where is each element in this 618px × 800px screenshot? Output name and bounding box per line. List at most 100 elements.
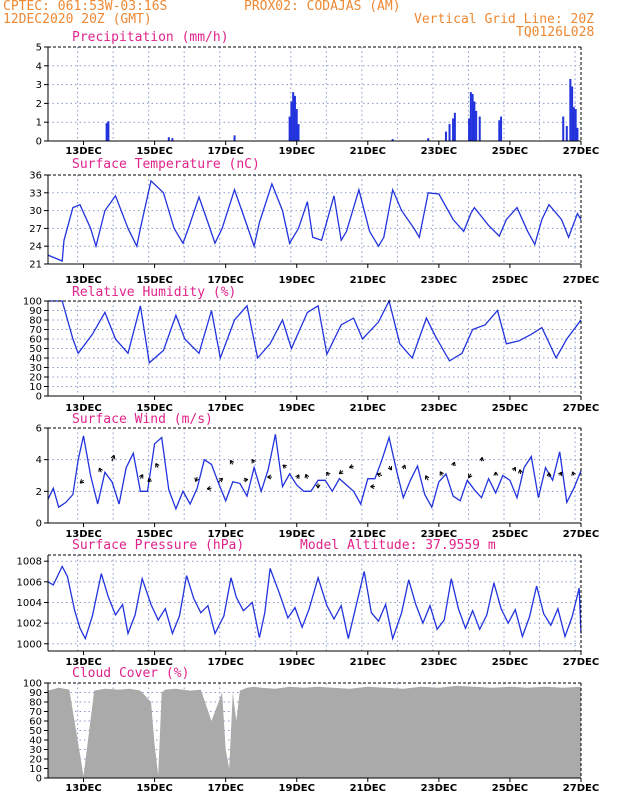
chart-5-ytick-label: 50 — [29, 726, 42, 737]
wind-arrow-head — [479, 457, 483, 461]
chart-2-xtick-label: 17DEC — [207, 403, 243, 414]
chart-0-xtick-label: 15DEC — [136, 146, 172, 157]
chart-4-series-line — [47, 564, 582, 642]
chart-3-xtick-label: 23DEC — [421, 529, 457, 540]
chart-3-xtick-label: 15DEC — [136, 529, 172, 540]
chart-5-xtick-label: 25DEC — [492, 783, 528, 794]
chart-4-ytick-label: 1002 — [17, 619, 42, 630]
chart-1-xtick-label: 27DEC — [563, 275, 599, 286]
chart-0-title: Precipitation (mm/h) — [72, 30, 229, 45]
chart-1-ytick-label: 33 — [29, 188, 42, 199]
wind-arrow-head — [282, 464, 287, 467]
precip-bar — [293, 95, 296, 141]
wind-arrow-head — [80, 481, 85, 484]
chart-5-ytick-label: 20 — [29, 755, 42, 766]
wind-arrow-head — [99, 467, 103, 471]
wind-arrow-head — [376, 473, 381, 478]
wind-arrow-head — [481, 457, 485, 462]
wind-arrow-head — [206, 488, 212, 491]
chart-3-ytick-label: 0 — [36, 519, 42, 530]
chart-1-xtick-label: 17DEC — [207, 275, 243, 286]
wind-arrow-head — [338, 469, 342, 474]
chart-2-ytick-label: 0 — [36, 392, 42, 403]
chart-1-title: Surface Temperature (nC) — [72, 157, 260, 172]
chart-4-xtick-label: 23DEC — [421, 657, 457, 668]
wind-arrow-head — [220, 478, 224, 483]
chart-3-series-line — [47, 434, 582, 511]
chart-4-xtick-label: 13DEC — [65, 657, 101, 668]
precip-bar — [576, 127, 579, 141]
precip-bar — [475, 110, 478, 141]
chart-2-ytick-label: 40 — [29, 354, 42, 365]
precip-bar — [468, 118, 471, 141]
wind-arrow-head — [468, 475, 473, 479]
wind-arrow-head — [572, 471, 576, 475]
wind-arrow-head — [206, 485, 211, 490]
chart-5-ytick-label: 80 — [29, 698, 42, 709]
wind-arrow-head — [147, 477, 150, 482]
wind-arrow-head — [339, 472, 344, 475]
chart-2-ytick-label: 90 — [29, 306, 42, 317]
wind-arrow-head — [147, 480, 152, 483]
wind-arrow-head — [557, 471, 562, 475]
precip-bar — [427, 138, 430, 141]
precip-bar — [288, 116, 291, 141]
wind-arrow-head — [218, 477, 223, 480]
chart-5-xtick-label: 13DEC — [65, 783, 101, 794]
chart-0-ytick-label: 4 — [36, 61, 42, 72]
chart-5-xtick-label: 23DEC — [421, 783, 457, 794]
wind-arrow-head — [326, 471, 331, 475]
wind-arrow-head — [139, 474, 144, 477]
chart-0-ytick-label: 2 — [36, 99, 42, 110]
chart-3-ytick-label: 4 — [36, 455, 42, 466]
wind-arrow-head — [571, 471, 574, 476]
wind-arrow-head — [349, 464, 353, 468]
chart-2-ytick-label: 10 — [29, 382, 42, 393]
chart-3-xtick-label: 17DEC — [207, 529, 243, 540]
wind-arrow-head — [495, 471, 499, 476]
wind-arrow-head — [317, 484, 321, 489]
wind-arrow-head — [113, 455, 116, 460]
chart-0-xtick-label: 13DEC — [65, 146, 101, 157]
wind-arrow-head — [243, 477, 248, 480]
header-grid-info: Vertical Grid Line: 20Z — [414, 12, 595, 27]
chart-2-ytick-label: 70 — [29, 325, 42, 336]
chart-0-xtick-label: 25DEC — [492, 146, 528, 157]
precip-bar — [233, 135, 236, 141]
chart-0-xtick-label: 21DEC — [350, 146, 386, 157]
wind-arrow-head — [295, 474, 300, 478]
precip-bar — [453, 112, 456, 141]
chart-2-ytick-label: 100 — [23, 297, 42, 308]
chart-5-ytick-label: 90 — [29, 688, 42, 699]
chart-2-xtick-label: 13DEC — [65, 403, 101, 414]
wind-arrow-head — [304, 474, 307, 479]
wind-arrow-head — [401, 464, 406, 468]
chart-3-ytick-label: 2 — [36, 487, 42, 498]
chart-5-ytick-label: 10 — [29, 764, 42, 775]
wind-arrow-head — [267, 476, 272, 480]
chart-4-xtick-label: 19DEC — [279, 657, 315, 668]
precip-bar — [572, 107, 575, 141]
precip-bar — [292, 92, 295, 141]
chart-2-xtick-label: 21DEC — [350, 403, 386, 414]
chart-0-ytick-label: 1 — [36, 118, 42, 129]
wind-arrow-head — [387, 467, 392, 471]
wind-arrow-head — [511, 466, 516, 470]
precip-bar — [167, 137, 170, 141]
wind-arrow-head — [377, 472, 382, 475]
wind-arrow-head — [404, 464, 407, 470]
chart-0-xtick-label: 27DEC — [563, 146, 599, 157]
chart-3-xtick-label: 27DEC — [563, 529, 599, 540]
chart-2-ytick-label: 50 — [29, 344, 42, 355]
chart-2-series-line — [48, 299, 582, 365]
chart-3-ytick-label: 6 — [36, 424, 42, 435]
header-station: PROX02: CODAJAS (AM) — [244, 0, 401, 14]
chart-3-xtick-label: 21DEC — [350, 529, 386, 540]
wind-arrow-head — [370, 484, 375, 488]
precip-bar — [452, 118, 455, 141]
wind-arrow-head — [110, 454, 115, 459]
chart-3-title: Surface Wind (m/s) — [72, 412, 213, 427]
chart-1-xtick-label: 15DEC — [136, 275, 172, 286]
precip-bar — [469, 92, 472, 141]
